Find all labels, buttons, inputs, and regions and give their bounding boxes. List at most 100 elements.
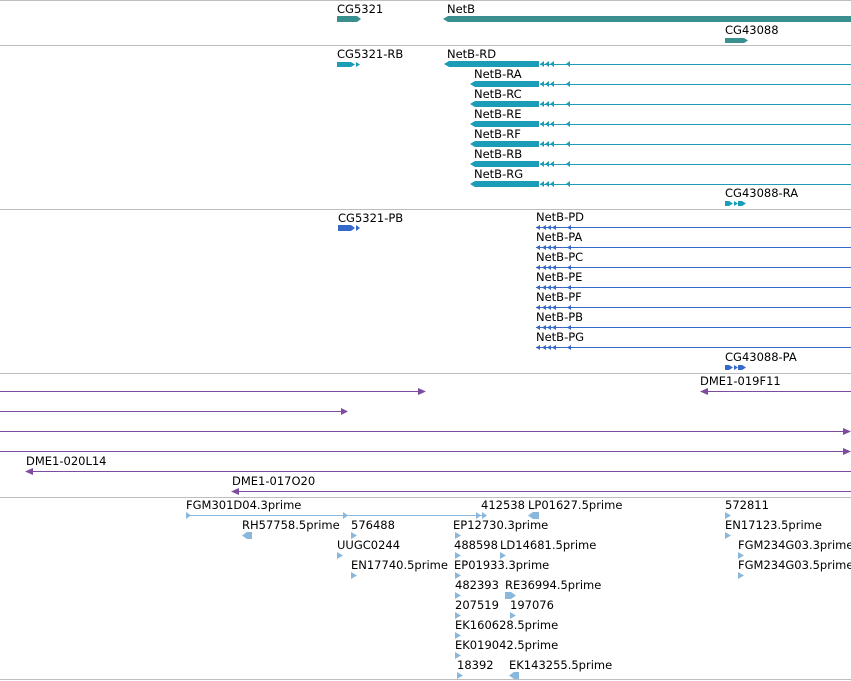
transcript-strand-arrow bbox=[470, 161, 475, 167]
transcript-label: NetB-RB bbox=[474, 147, 523, 161]
protein-label: NetB-PD bbox=[536, 210, 585, 224]
transcript-feature[interactable] bbox=[475, 181, 539, 187]
transcript-strand-arrows bbox=[351, 62, 360, 67]
protein-line bbox=[536, 287, 851, 288]
track-separator bbox=[0, 497, 851, 498]
transcript-label: NetB-RE bbox=[474, 107, 522, 121]
est-label: EK019042.5prime bbox=[455, 638, 559, 652]
transcript-intron-line bbox=[540, 104, 851, 105]
est-label: RE36994.5prime bbox=[505, 578, 602, 592]
gene-strand-arrow bbox=[443, 16, 448, 22]
transcript-feature[interactable] bbox=[449, 61, 539, 67]
transcript-label: NetB-RA bbox=[474, 67, 522, 81]
transcript-intron-line bbox=[540, 84, 851, 85]
est-label: FGM234G03.3prime bbox=[738, 538, 851, 552]
protein-label: NetB-PA bbox=[536, 230, 583, 244]
est-marker bbox=[725, 512, 731, 519]
track-separator bbox=[0, 373, 851, 374]
transcript-feature[interactable] bbox=[475, 141, 539, 147]
track-separator bbox=[0, 0, 851, 1]
est-marker bbox=[351, 572, 357, 579]
est-marker bbox=[242, 532, 252, 539]
gene-feature[interactable] bbox=[337, 16, 357, 22]
clone-line[interactable] bbox=[238, 491, 851, 492]
protein-label: NetB-PF bbox=[536, 290, 582, 304]
transcript-label: NetB-RG bbox=[474, 167, 524, 181]
est-marker bbox=[351, 532, 357, 539]
clone-line[interactable] bbox=[0, 391, 420, 392]
transcript-label: CG5321-RB bbox=[337, 47, 404, 61]
transcript-strand-arrows bbox=[725, 201, 746, 206]
transcript-intron-line bbox=[540, 144, 851, 145]
est-label: EK160628.5prime bbox=[455, 618, 559, 632]
est-marker bbox=[455, 552, 461, 559]
protein-line bbox=[536, 347, 851, 348]
est-label: 488598 bbox=[454, 538, 498, 552]
clone-label: DME1-019F11 bbox=[700, 374, 781, 388]
gene-strand-arrow bbox=[357, 16, 361, 22]
transcript-strand-arrow bbox=[470, 81, 475, 87]
gene-label: CG5321 bbox=[337, 2, 384, 16]
transcript-feature[interactable] bbox=[475, 81, 539, 87]
est-marker bbox=[509, 672, 519, 679]
transcript-strand-arrow bbox=[470, 181, 475, 187]
est-label: 572811 bbox=[725, 498, 769, 512]
est-label: UUGC0244 bbox=[337, 538, 401, 552]
clone-arrow bbox=[25, 468, 33, 475]
clone-line[interactable] bbox=[32, 471, 851, 472]
protein-label: NetB-PC bbox=[536, 250, 584, 264]
est-marker bbox=[738, 552, 744, 559]
transcript-intron-line bbox=[540, 64, 851, 65]
protein-label: NetB-PE bbox=[536, 270, 583, 284]
clone-line[interactable] bbox=[707, 391, 851, 392]
est-marker bbox=[510, 612, 516, 619]
protein-feature[interactable] bbox=[338, 225, 351, 231]
est-line[interactable] bbox=[186, 515, 486, 516]
clone-arrow bbox=[341, 408, 348, 415]
clone-arrow bbox=[700, 388, 708, 395]
protein-line bbox=[536, 267, 851, 268]
est-label: 18392 bbox=[457, 658, 494, 672]
transcript-label: NetB-RD bbox=[447, 47, 497, 61]
protein-line bbox=[536, 307, 851, 308]
est-label: EN17740.5prime bbox=[351, 558, 448, 572]
clone-label: DME1-017O20 bbox=[232, 474, 316, 488]
protein-label: NetB-PG bbox=[536, 330, 585, 344]
transcript-feature[interactable] bbox=[337, 62, 351, 67]
est-label: 412538 bbox=[481, 498, 525, 512]
gene-feature[interactable] bbox=[725, 38, 744, 43]
est-label: LD14681.5prime bbox=[500, 538, 597, 552]
est-marker bbox=[457, 672, 463, 679]
est-marker bbox=[343, 512, 348, 519]
gene-feature[interactable] bbox=[448, 16, 851, 22]
est-label: EP01933.3prime bbox=[454, 558, 550, 572]
est-label: EP12730.3prime bbox=[453, 518, 549, 532]
transcript-feature[interactable] bbox=[475, 101, 539, 107]
protein-line bbox=[536, 247, 851, 248]
clone-line[interactable] bbox=[0, 451, 845, 452]
est-marker bbox=[337, 552, 343, 559]
gene-label: CG43088 bbox=[725, 23, 779, 37]
track-separator bbox=[0, 679, 851, 680]
est-marker bbox=[455, 572, 461, 579]
est-label: EK143255.5prime bbox=[509, 658, 613, 672]
transcript-intron-line bbox=[540, 124, 851, 125]
gene-strand-arrow bbox=[744, 38, 748, 43]
est-marker bbox=[476, 512, 487, 519]
est-marker bbox=[738, 572, 744, 579]
transcript-feature[interactable] bbox=[475, 161, 539, 167]
clone-line[interactable] bbox=[0, 411, 342, 412]
est-label: FGM234G03.5prime bbox=[738, 558, 851, 572]
transcript-label: CG43088-RA bbox=[725, 186, 799, 200]
est-marker bbox=[455, 592, 461, 599]
transcript-strand-arrow bbox=[470, 141, 475, 147]
clone-line[interactable] bbox=[0, 431, 845, 432]
protein-line bbox=[536, 227, 851, 228]
est-marker bbox=[455, 532, 461, 539]
transcript-feature[interactable] bbox=[475, 121, 539, 127]
est-label: 576488 bbox=[351, 518, 395, 532]
est-label: 482393 bbox=[455, 578, 499, 592]
transcript-strand-arrow bbox=[470, 101, 475, 107]
clone-arrow bbox=[231, 488, 239, 495]
